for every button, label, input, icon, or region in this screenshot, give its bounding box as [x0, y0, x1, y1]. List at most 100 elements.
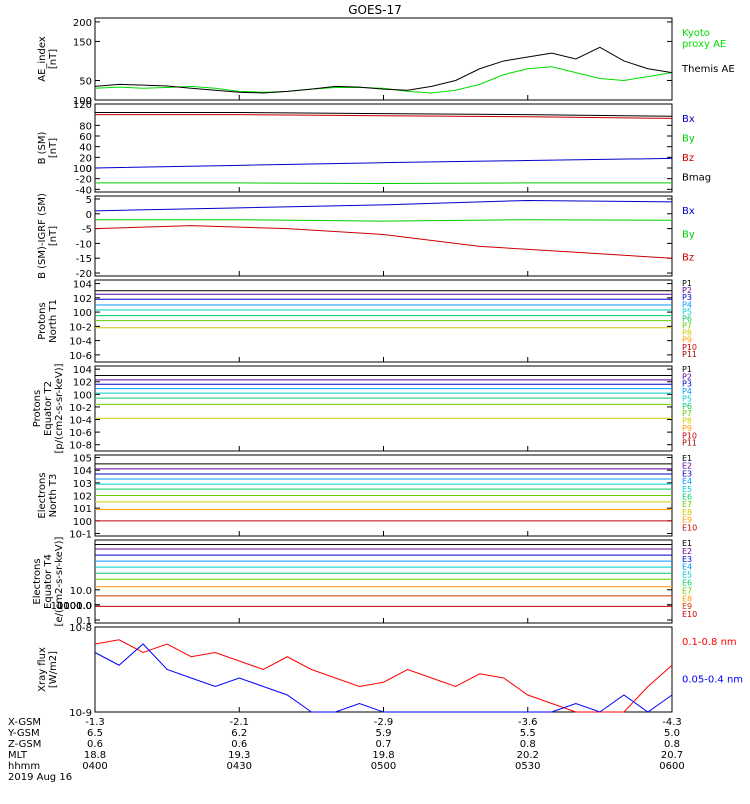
- plot-title: GOES-17: [348, 3, 402, 17]
- legend-5-1-0: E2: [682, 462, 692, 471]
- ytick-label-1-8: 120: [73, 100, 92, 111]
- ylabel-3-1: North T1: [48, 299, 59, 343]
- legend-5-7-0: E8: [682, 508, 692, 517]
- ylabel-3-0: Protons: [37, 302, 48, 339]
- panel-frame-4: [94, 365, 673, 452]
- ylabel-2-1: [nT]: [48, 226, 59, 246]
- ylabel-1-1: [nT]: [48, 138, 59, 158]
- xaxis-value-2-0: -2.9: [374, 717, 394, 728]
- xaxis-value-3-0: -3.6: [518, 717, 538, 728]
- legend-5-6-0: E7: [682, 500, 692, 509]
- series-line-1-1: [95, 182, 672, 184]
- ytick-label-6-4: 1000.0: [57, 601, 92, 612]
- legend-4-0-0: P1: [682, 365, 692, 374]
- ytick-label-0-1: 50: [79, 76, 92, 87]
- xaxis-value-4-4: 0600: [659, 761, 684, 772]
- ytick-label-5-4: 103: [73, 479, 92, 490]
- legend-5-2-0: E3: [682, 469, 692, 478]
- xaxis-value-3-2: 0.8: [520, 739, 536, 750]
- ytick-label-3-1: 10-4: [69, 337, 92, 348]
- ylabel-6-0: Electrons: [32, 558, 43, 604]
- legend-5-5-0: E6: [682, 493, 692, 502]
- legend-6-8-0: E9: [682, 602, 692, 611]
- ytick-label-2-1: -15: [76, 254, 92, 265]
- xaxis-value-2-1: 5.9: [376, 728, 392, 739]
- ylabel-5-1: North T3: [48, 474, 59, 518]
- xaxis-value-3-1: 5.5: [520, 728, 536, 739]
- xaxis-row-label-2: Z-GSM: [8, 739, 41, 750]
- ytick-label-5-5: 104: [73, 466, 92, 477]
- legend-3-5-0: P6: [682, 314, 692, 323]
- legend-7-0-0: 0.1-0.8 nm: [682, 637, 737, 648]
- xaxis-value-1-4: 0430: [227, 761, 252, 772]
- ylabel-4-0: Protons: [32, 390, 43, 427]
- ytick-label-3-2: 10-2: [69, 322, 92, 333]
- ytick-label-0-4: 200: [73, 18, 92, 29]
- ytick-label-2-3: -5: [82, 225, 92, 236]
- legend-1-2-0: Bz: [682, 153, 694, 164]
- ytick-label-1-7: 100: [73, 164, 92, 175]
- xaxis-row-label-3: MLT: [8, 750, 28, 761]
- xaxis-value-4-0: -4.3: [662, 717, 682, 728]
- ytick-label-2-5: 5: [86, 195, 92, 206]
- legend-6-1-0: E2: [682, 547, 692, 556]
- xaxis-value-1-3: 19.3: [228, 750, 250, 761]
- ylabel-6-1: Equator T4: [43, 554, 54, 609]
- ytick-label-3-0: 10-6: [69, 351, 92, 362]
- legend-4-7-0: P8: [682, 417, 692, 426]
- series-line-2-0: [94, 199, 673, 212]
- ylabel-4-2: [p/(cm2-s-sr-keV)]: [54, 363, 65, 453]
- xaxis-value-0-1: 6.5: [87, 728, 103, 739]
- ytick-label-1-1: -20: [76, 175, 92, 186]
- xaxis-value-2-2: 0.7: [376, 739, 392, 750]
- xaxis-value-1-0: -2.1: [229, 717, 249, 728]
- ytick-label-4-2: 10-4: [69, 416, 92, 427]
- legend-3-9-0: P10: [682, 343, 697, 352]
- ytick-label-3-5: 104: [73, 280, 92, 291]
- ylabel-2-0: B (SM)-IGRF (SM): [37, 193, 48, 279]
- ytick-label-6-5: 10000.0: [51, 601, 92, 612]
- xaxis-row-label-4: hhmm: [8, 761, 40, 772]
- series-line-0-1: [94, 46, 673, 94]
- legend-4-4-0: P5: [682, 394, 692, 403]
- legend-6-9-0: E10: [682, 610, 697, 619]
- xaxis-row-label-0: X-GSM: [8, 717, 41, 728]
- panel-frame-2: [94, 195, 673, 277]
- ytick-label-3-3: 100: [73, 308, 92, 319]
- legend-6-7-0: E8: [682, 594, 692, 603]
- legend-3-2-0: P3: [682, 293, 692, 302]
- ytick-label-1-4: 40: [79, 143, 92, 154]
- legend-1-0-0: Bx: [682, 114, 695, 125]
- panel-frame-6: [94, 539, 673, 624]
- legend-1-1-0: By: [682, 134, 695, 145]
- legend-2-1-0: By: [682, 229, 695, 240]
- legend-0-0-1: proxy AE: [682, 39, 726, 50]
- legend-4-1-0: P2: [682, 372, 692, 381]
- legend-5-9-0: E10: [682, 523, 697, 532]
- xaxis-value-0-0: -1.3: [85, 717, 105, 728]
- xaxis-row-label-1: Y-GSM: [7, 728, 40, 739]
- ytick-label-5-1: 100: [73, 517, 92, 528]
- ytick-label-5-2: 101: [73, 504, 92, 515]
- legend-4-10-0: P11: [682, 439, 697, 448]
- legend-0-1-0: Themis AE: [681, 64, 735, 75]
- xaxis-value-0-4: 0400: [82, 761, 107, 772]
- xaxis-row-label-5: 2019 Aug 16: [8, 772, 72, 783]
- ytick-label-4-3: 10-2: [69, 403, 92, 414]
- legend-4-2-0: P3: [682, 380, 692, 389]
- ylabel-6-2: [e/(cm2-s-sr-keV)]: [54, 536, 65, 626]
- series-line-7-0: [94, 639, 673, 713]
- ytick-label-1-5: 60: [79, 132, 92, 143]
- ytick-label-1-3: 20: [79, 153, 92, 164]
- ytick-label-1-6: 80: [79, 121, 92, 132]
- ylabel-0-1: [nT]: [48, 49, 59, 69]
- legend-5-4-0: E5: [682, 485, 692, 494]
- legend-4-6-0: P7: [682, 409, 692, 418]
- xaxis-value-3-4: 0530: [515, 761, 540, 772]
- ytick-label-5-0: 10-1: [69, 529, 92, 540]
- xaxis-value-1-1: 6.2: [231, 728, 247, 739]
- legend-1-3-0: Bmag: [682, 173, 711, 184]
- ytick-label-6-0: 0.1: [76, 616, 92, 627]
